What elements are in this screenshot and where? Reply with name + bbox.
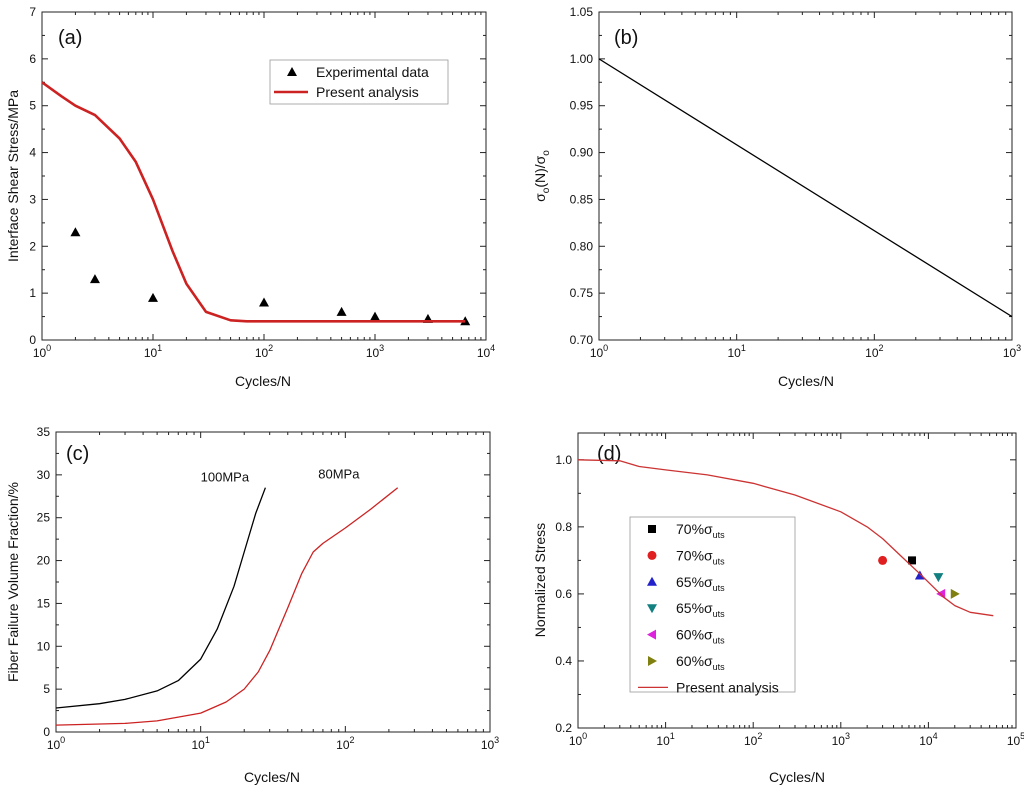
legend-marker-4 bbox=[647, 629, 656, 640]
x-tick-label: 103 bbox=[832, 731, 850, 748]
x-axis-label: Cycles/N bbox=[235, 373, 291, 389]
y-tick-label: 1 bbox=[29, 286, 36, 300]
y-tick-label: 10 bbox=[37, 639, 51, 653]
data-point-0-5 bbox=[370, 311, 380, 321]
y-tick-label: 4 bbox=[29, 146, 36, 160]
x-tick-label: 102 bbox=[336, 735, 354, 752]
x-tick-label: 102 bbox=[255, 343, 273, 360]
data-point-0-0 bbox=[908, 556, 917, 565]
data-point-0-4 bbox=[336, 306, 347, 316]
y-tick-label: 35 bbox=[37, 425, 51, 439]
panel-label: (d) bbox=[597, 443, 621, 465]
y-tick-label: 25 bbox=[37, 511, 51, 525]
panel-label: (c) bbox=[66, 443, 89, 465]
y-tick-label: 2 bbox=[29, 239, 36, 253]
series-line-1 bbox=[56, 487, 399, 726]
y-tick-label: 0 bbox=[43, 725, 50, 739]
series-line-0 bbox=[56, 487, 267, 709]
data-point-0-3 bbox=[259, 297, 269, 307]
panel-label: (b) bbox=[614, 27, 638, 49]
y-axis-label: Normalized Stress bbox=[532, 523, 548, 637]
x-axis-label: Cycles/N bbox=[244, 769, 300, 785]
y-tick-label: 0.95 bbox=[570, 99, 594, 113]
legend-box bbox=[269, 59, 449, 105]
y-tick-label: 0 bbox=[29, 333, 36, 347]
legend-marker-0 bbox=[287, 67, 297, 76]
series-line-6 bbox=[578, 459, 994, 617]
legend: 70%σuts70%σuts65%σuts65%σuts60%σuts60%σu… bbox=[629, 516, 796, 695]
panel-c: 100 101 102 10305101520253035(c)Cycles/NFib… bbox=[5, 425, 499, 785]
y-tick-label: 0.80 bbox=[570, 239, 594, 253]
plot-frame bbox=[577, 432, 1017, 729]
data-point-1-0 bbox=[878, 555, 888, 565]
y-tick-label: 15 bbox=[37, 596, 51, 610]
y-tick-label: 0.8 bbox=[555, 520, 572, 534]
x-tick-label: 105 bbox=[1007, 731, 1024, 748]
y-tick-label: 5 bbox=[29, 99, 36, 113]
legend-label-0: Experimental data bbox=[316, 64, 429, 80]
panel-b: 100 101 102 1030.700.750.800.850.900.951.00… bbox=[532, 5, 1021, 389]
legend: Experimental data Present analysis bbox=[269, 59, 449, 105]
x-tick-label: 103 bbox=[1003, 343, 1021, 360]
legend-marker-5 bbox=[648, 656, 657, 666]
x-tick-label: 104 bbox=[477, 343, 495, 360]
y-tick-label: 1.0 bbox=[555, 453, 572, 467]
x-tick-label: 103 bbox=[481, 735, 499, 752]
data-point-0-2 bbox=[148, 292, 158, 302]
y-tick-label: 0.6 bbox=[555, 587, 572, 601]
x-tick-label: 101 bbox=[727, 343, 745, 360]
x-axis-label: Cycles/N bbox=[778, 373, 834, 389]
y-tick-label: 3 bbox=[29, 192, 36, 206]
x-tick-label: 104 bbox=[919, 731, 937, 748]
legend-marker-2 bbox=[647, 576, 657, 586]
y-axis-label: Interface Shear Stress/MPa bbox=[5, 90, 21, 262]
legend-marker-3 bbox=[647, 604, 657, 614]
y-axis-label: Fiber Failure Volume Fraction/% bbox=[5, 482, 21, 682]
plot-frame bbox=[55, 431, 491, 733]
y-tick-label: 0.90 bbox=[570, 146, 594, 160]
y-tick-label: 0.75 bbox=[570, 286, 594, 300]
x-tick-label: 102 bbox=[744, 731, 762, 748]
x-tick-label: 101 bbox=[191, 735, 209, 752]
y-tick-label: 0.4 bbox=[555, 654, 572, 668]
y-tick-label: 7 bbox=[29, 5, 36, 19]
x-axis-label: Cycles/N bbox=[769, 769, 825, 785]
panel-label: (a) bbox=[58, 27, 82, 49]
panel-a: 100 101 102 103 10401234567(a)Cycles/NInterf… bbox=[5, 5, 495, 389]
data-point-0-0 bbox=[70, 227, 81, 237]
y-tick-label: 1.00 bbox=[570, 52, 594, 66]
y-tick-label: 0.70 bbox=[570, 333, 594, 347]
x-tick-label: 102 bbox=[865, 343, 883, 360]
y-axis-label: σo(N)/σo bbox=[532, 150, 552, 202]
x-tick-label: 101 bbox=[656, 731, 674, 748]
plot-frame bbox=[598, 11, 1013, 341]
annotation-0: 100MPa bbox=[201, 470, 250, 485]
legend-marker-0 bbox=[648, 525, 656, 533]
y-tick-label: 6 bbox=[29, 52, 36, 66]
x-tick-label: 103 bbox=[366, 343, 384, 360]
x-tick-label: 101 bbox=[144, 343, 162, 360]
data-point-0-1 bbox=[89, 274, 100, 284]
y-tick-label: 0.85 bbox=[570, 192, 594, 206]
y-tick-label: 0.2 bbox=[555, 721, 572, 735]
data-point-2-0 bbox=[914, 570, 925, 580]
data-point-5-0 bbox=[950, 588, 960, 599]
legend-label-6: Present analysis bbox=[676, 679, 779, 695]
legend-label-1: Present analysis bbox=[316, 84, 419, 100]
data-point-3-0 bbox=[933, 573, 944, 583]
legend-marker-1 bbox=[647, 550, 657, 560]
series-line-0 bbox=[599, 58, 1012, 318]
legend-box bbox=[629, 516, 796, 693]
y-tick-label: 1.05 bbox=[570, 5, 594, 19]
series-line-1 bbox=[42, 81, 466, 323]
y-tick-label: 5 bbox=[43, 682, 50, 696]
annotation-1: 80MPa bbox=[318, 466, 360, 481]
y-tick-label: 30 bbox=[37, 468, 51, 482]
y-tick-label: 20 bbox=[37, 554, 51, 568]
data-point-0-7 bbox=[460, 316, 471, 326]
